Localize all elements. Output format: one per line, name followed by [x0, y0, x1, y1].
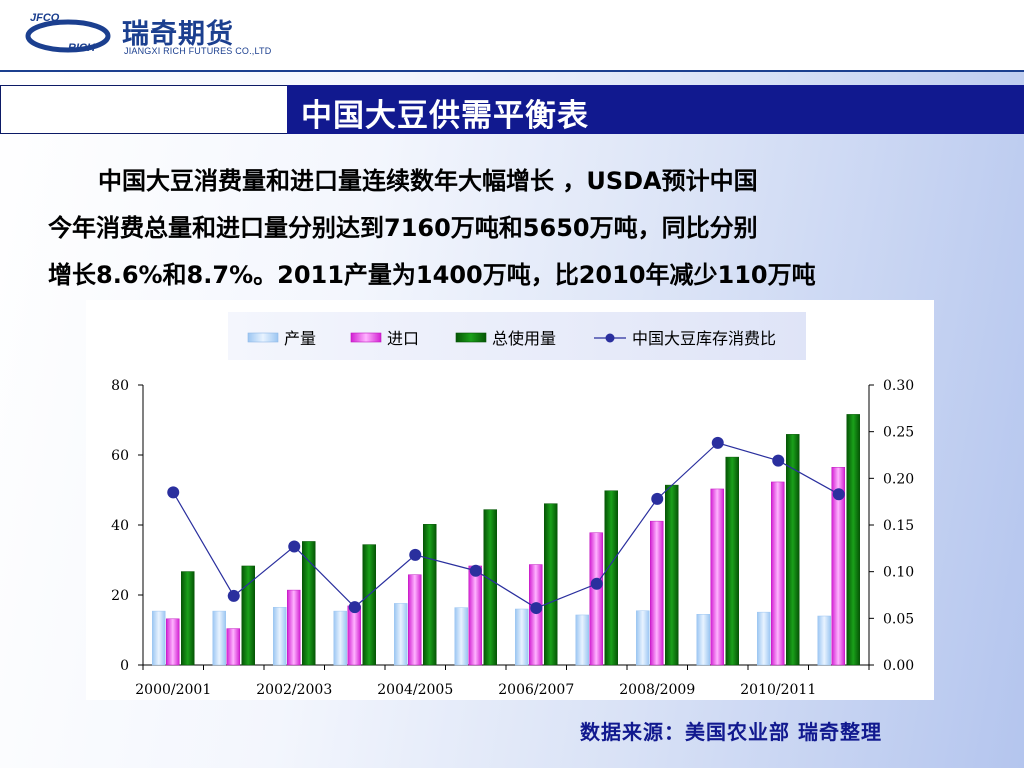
logo-swoosh-icon	[25, 19, 111, 53]
right-tick-label: 0.15	[883, 518, 914, 534]
total-use-bar	[544, 503, 558, 666]
production-bar	[515, 608, 529, 666]
production-bar	[333, 610, 347, 666]
chart-bars	[152, 414, 860, 666]
slide-title: 中国大豆供需平衡表	[301, 98, 589, 134]
total-use-bar	[665, 484, 679, 666]
right-tick-label: 0.25	[883, 425, 914, 441]
imports-bar	[650, 520, 664, 666]
imports-bar	[710, 488, 724, 666]
legend-swatch-1	[247, 332, 279, 343]
logo-english-name: JIANGXI RICH FUTURES CO.,LTD	[124, 46, 272, 56]
total-use-bar	[786, 434, 800, 666]
imports-bar	[166, 618, 180, 666]
right-tick-label: 0.10	[883, 565, 914, 581]
ratio-point	[530, 602, 543, 615]
chart-ratio-line	[167, 436, 845, 615]
ratio-point	[227, 589, 240, 602]
imports-bar	[771, 481, 785, 666]
logo-jfco-text: JFCO	[30, 12, 60, 24]
ratio-point	[348, 601, 361, 614]
ratio-point	[651, 492, 664, 505]
left-tick-label: 0	[120, 658, 129, 674]
ratio-point	[167, 486, 180, 499]
header-divider	[0, 70, 1024, 72]
total-use-bar	[362, 544, 376, 666]
total-use-bar	[846, 414, 860, 666]
left-tick-label: 20	[111, 588, 129, 604]
legend-background	[228, 312, 806, 360]
ratio-point	[590, 577, 603, 590]
paragraph-line-3: 增长8.6%和8.7%。2011产量为1400万吨，比2010年减少110万吨	[48, 261, 816, 289]
ratio-point	[409, 548, 422, 561]
summary-paragraph: 中国大豆消费量和进口量连续数年大幅增长 ，USDA预计中国 今年消费总量和进口量…	[48, 158, 1016, 299]
chart-legend: 产量 进口 总使用量 中国大豆库存消费比	[228, 312, 806, 360]
title-bar-band: 中国大豆供需平衡表	[287, 85, 1024, 134]
legend-swatch-3	[455, 332, 487, 343]
legend-marker-swatch	[605, 333, 615, 343]
total-use-bar	[483, 509, 497, 666]
total-use-bar	[302, 541, 316, 666]
data-source-note: 数据来源：美国农业部 瑞奇整理	[580, 720, 882, 744]
imports-bar	[831, 467, 845, 666]
total-use-bar	[241, 565, 255, 666]
x-tick-label: 2004/2005	[377, 682, 453, 698]
logo-chinese-name: 瑞奇期货	[122, 19, 234, 50]
production-bar	[636, 610, 650, 666]
legend-label-4: 中国大豆库存消费比	[632, 329, 776, 348]
imports-bar	[347, 605, 361, 666]
ratio-point	[469, 564, 482, 577]
x-tick-label: 2000/2001	[135, 682, 211, 698]
right-tick-label: 0.30	[883, 378, 914, 394]
ratio-point	[711, 436, 724, 449]
total-use-bar	[423, 524, 437, 666]
chart-axes: 0 20 40 60 80 0.00 0.05 0.10 0.15 0.20 0.25 0.30 200…	[111, 378, 914, 698]
x-tick-label: 2008/2009	[619, 682, 695, 698]
total-use-bar	[604, 490, 618, 666]
logo-rich-text: RICH	[68, 42, 95, 54]
ratio-point	[772, 454, 785, 467]
left-tick-label: 80	[111, 378, 129, 394]
legend-label-2: 进口	[387, 329, 419, 348]
production-bar	[152, 610, 166, 666]
total-use-bar	[181, 571, 195, 666]
chart-container: 产量 进口 总使用量 中国大豆库存消费比 0 20 40 60 80 0.00 0.05 0.10 0…	[86, 300, 934, 700]
production-bar	[212, 610, 226, 666]
production-bar	[454, 607, 468, 666]
legend-swatch-2	[350, 332, 382, 343]
production-bar	[757, 611, 771, 666]
ratio-point	[832, 488, 845, 501]
production-bar	[273, 607, 287, 666]
imports-bar	[468, 565, 482, 666]
imports-bar	[226, 628, 240, 666]
legend-label-3: 总使用量	[492, 329, 556, 348]
ratio-polyline	[172, 442, 840, 609]
total-use-bar	[725, 456, 739, 666]
right-tick-label: 0.20	[883, 471, 914, 487]
x-tick-label: 2006/2007	[498, 682, 574, 698]
title-bar: 中国大豆供需平衡表	[0, 85, 1024, 134]
production-bar	[575, 614, 589, 666]
production-bar	[696, 614, 710, 666]
right-tick-label: 0.05	[883, 611, 914, 627]
x-tick-label: 2010/2011	[740, 682, 816, 698]
production-bar	[817, 615, 831, 666]
right-tick-label: 0.00	[883, 658, 914, 674]
imports-bar	[408, 574, 422, 666]
soybean-balance-chart: 产量 进口 总使用量 中国大豆库存消费比 0204060800.000.050.100…	[111, 312, 914, 698]
ratio-point	[288, 540, 301, 553]
imports-bar	[529, 564, 543, 666]
company-logo: JFCO RICH 瑞奇期货 JIANGXI RICH FUTURES CO.,…	[24, 8, 284, 62]
left-tick-label: 40	[111, 518, 129, 534]
x-tick-label: 2002/2003	[256, 682, 332, 698]
imports-bar	[287, 589, 301, 666]
paragraph-line-1: 中国大豆消费量和进口量连续数年大幅增长 ，USDA预计中国	[98, 167, 758, 195]
left-tick-label: 60	[111, 448, 129, 464]
paragraph-line-2: 今年消费总量和进口量分别达到7160万吨和5650万吨，同比分别	[48, 214, 758, 242]
production-bar	[394, 603, 408, 666]
title-bar-left-box	[0, 85, 288, 134]
imports-bar	[589, 532, 603, 666]
legend-label-1: 产量	[284, 329, 316, 348]
top-header: JFCO RICH 瑞奇期货 JIANGXI RICH FUTURES CO.,…	[0, 0, 1024, 72]
